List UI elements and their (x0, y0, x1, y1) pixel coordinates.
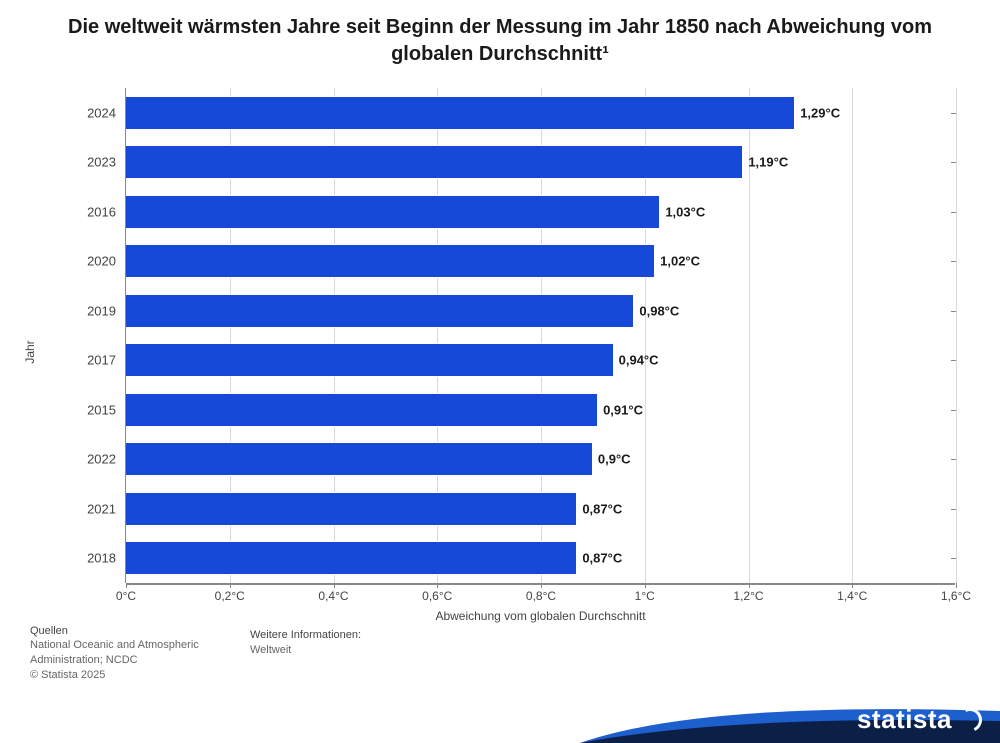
chart-title: Die weltweit wärmsten Jahre seit Beginn … (0, 0, 1000, 68)
x-tick-label: 0,6°C (422, 583, 452, 603)
statista-logo: statista (857, 704, 982, 735)
x-tick-label: 0,8°C (526, 583, 556, 603)
y-axis-title: Jahr (23, 340, 37, 363)
y-tick-mark (951, 261, 956, 262)
bar-row: 0,9°C (126, 435, 955, 485)
x-tick-label: 0°C (116, 583, 136, 603)
y-tick-mark (951, 459, 956, 460)
y-tick-label: 2020 (87, 254, 126, 269)
bar: 1,19°C (126, 145, 743, 179)
bar-row: 0,87°C (126, 534, 955, 584)
y-tick-label: 2018 (87, 551, 126, 566)
y-tick-label: 2019 (87, 303, 126, 318)
y-tick-label: 2022 (87, 452, 126, 467)
y-tick-label: 2024 (87, 105, 126, 120)
chart-area: Jahr 1,29°C1,19°C1,03°C1,02°C0,98°C0,94°… (30, 78, 970, 626)
bar-row: 1,19°C (126, 138, 955, 188)
bar-row: 1,02°C (126, 237, 955, 287)
bar-row: 1,29°C (126, 88, 955, 138)
bar-value-label: 0,94°C (613, 353, 659, 368)
x-tick-label: 0,2°C (215, 583, 245, 603)
more-text: Weltweit (250, 643, 361, 658)
y-tick-mark (951, 162, 956, 163)
bar-value-label: 0,87°C (576, 501, 622, 516)
bar-row: 0,98°C (126, 286, 955, 336)
bar-value-label: 0,9°C (592, 452, 631, 467)
plot-area: 1,29°C 1,19°C 1,03°C 1,02°C 0,98°C 0,94°C 0,91… (125, 88, 955, 583)
y-tick-mark (951, 360, 956, 361)
y-tick-label: 2023 (87, 155, 126, 170)
y-tick-mark (951, 113, 956, 114)
x-tick-label: 1°C (635, 583, 655, 603)
bar-value-label: 0,87°C (576, 551, 622, 566)
y-tick-label: 2016 (87, 204, 126, 219)
sources-header: Quellen (30, 624, 210, 639)
logo-wave-icon (955, 704, 986, 735)
bar: 0,9°C (126, 442, 593, 476)
y-tick-label: 2021 (87, 501, 126, 516)
bar-value-label: 1,03°C (659, 204, 705, 219)
bar-value-label: 0,91°C (597, 402, 643, 417)
brand-swoosh: statista (580, 683, 1000, 743)
bar-value-label: 1,19°C (742, 155, 788, 170)
bar-value-label: 0,98°C (633, 303, 679, 318)
bar-row: 0,91°C (126, 385, 955, 435)
y-tick-mark (951, 410, 956, 411)
bar: 0,87°C (126, 541, 577, 575)
x-axis-title: Abweichung vom globalen Durchschnitt (435, 609, 645, 623)
bar: 1,29°C (126, 96, 795, 130)
bar: 0,94°C (126, 343, 614, 377)
copyright-text: © Statista 2025 (30, 668, 210, 683)
bar: 0,91°C (126, 393, 598, 427)
bar-row: 0,87°C (126, 484, 955, 534)
logo-text: statista (857, 704, 952, 735)
bar: 1,02°C (126, 244, 655, 278)
y-tick-label: 2017 (87, 353, 126, 368)
more-header: Weitere Informationen: (250, 628, 361, 643)
x-tick-label: 1,4°C (837, 583, 867, 603)
bar-value-label: 1,29°C (794, 105, 840, 120)
bar: 0,98°C (126, 294, 634, 328)
x-tick-label: 0,4°C (318, 583, 348, 603)
bar-value-label: 1,02°C (654, 254, 700, 269)
footer-sources: Quellen National Oceanic and Atmospheric… (30, 624, 210, 683)
y-tick-mark (951, 509, 956, 510)
bar-row: 0,94°C (126, 336, 955, 386)
sources-text: National Oceanic and Atmospheric Adminis… (30, 638, 210, 668)
bar: 0,87°C (126, 492, 577, 526)
grid-line (956, 88, 957, 583)
bar: 1,03°C (126, 195, 660, 229)
bar-row: 1,03°C (126, 187, 955, 237)
x-tick-label: 1,6°C (941, 583, 971, 603)
x-tick-label: 1,2°C (733, 583, 763, 603)
y-tick-mark (951, 212, 956, 213)
bars-container: 1,29°C 1,19°C 1,03°C 1,02°C 0,98°C 0,94°C 0,91… (126, 88, 955, 583)
y-tick-mark (951, 558, 956, 559)
footer-more: Weitere Informationen: Weltweit (250, 628, 361, 658)
y-tick-label: 2015 (87, 402, 126, 417)
y-tick-mark (951, 311, 956, 312)
